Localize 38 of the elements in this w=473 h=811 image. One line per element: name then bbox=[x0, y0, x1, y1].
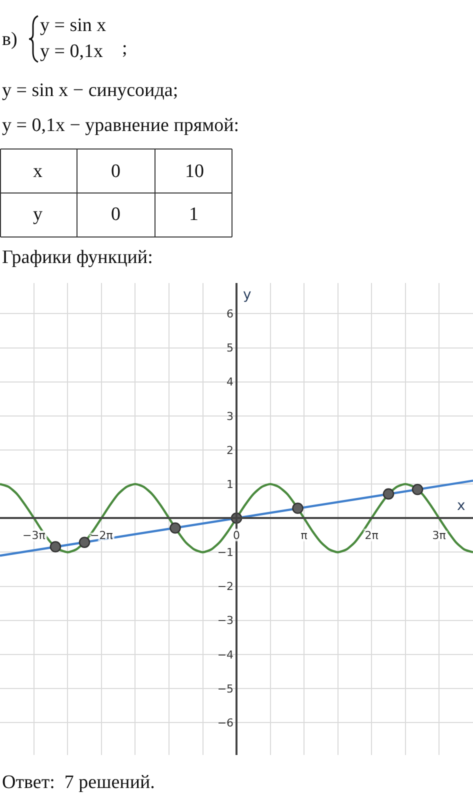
point bbox=[292, 502, 304, 514]
x-tick-label: −3π bbox=[22, 529, 46, 542]
y-tick-label: −5 bbox=[217, 682, 234, 696]
y-tick-label: 6 bbox=[226, 308, 234, 321]
y-tick-label: −3 bbox=[217, 614, 234, 628]
y-tick-label: −1 bbox=[217, 546, 234, 560]
text: y = 0,1x bbox=[40, 41, 104, 62]
text: 0 bbox=[111, 204, 120, 225]
y-tick-label: 4 bbox=[226, 376, 234, 389]
x-tick-label: π bbox=[300, 529, 308, 542]
text: ; bbox=[122, 38, 128, 59]
text: y bbox=[33, 204, 43, 225]
text: в) bbox=[2, 29, 18, 50]
y-tick-label: 1 bbox=[226, 478, 234, 491]
point bbox=[382, 488, 394, 500]
y-tick-label: 2 bbox=[226, 444, 234, 457]
text: Ответ: 7 решений. bbox=[2, 772, 155, 793]
text: x bbox=[33, 161, 43, 182]
text: y = 0,1x − уравнение прямой: bbox=[2, 115, 240, 136]
y-tick-label: −6 bbox=[217, 716, 234, 730]
y-tick-label: 3 bbox=[226, 410, 234, 423]
text: y = sin x − синусоида; bbox=[2, 80, 178, 101]
point bbox=[78, 536, 90, 548]
y-axis-title: y bbox=[243, 287, 252, 303]
y-tick-label: −2 bbox=[217, 580, 234, 594]
point bbox=[170, 522, 181, 534]
x-tick-label: 3π bbox=[432, 529, 446, 542]
text: 1 bbox=[189, 204, 198, 225]
x-tick-label: 2π bbox=[364, 529, 379, 542]
text: 0 bbox=[111, 161, 120, 182]
y-tick-label: 5 bbox=[226, 342, 234, 355]
point bbox=[50, 541, 62, 552]
point bbox=[412, 484, 424, 496]
text: 10 bbox=[185, 161, 204, 182]
x-axis-title: x bbox=[457, 498, 466, 514]
text: Графики функций: bbox=[2, 247, 153, 268]
text: y = sin x bbox=[40, 15, 107, 36]
y-tick-label: −4 bbox=[217, 648, 234, 662]
